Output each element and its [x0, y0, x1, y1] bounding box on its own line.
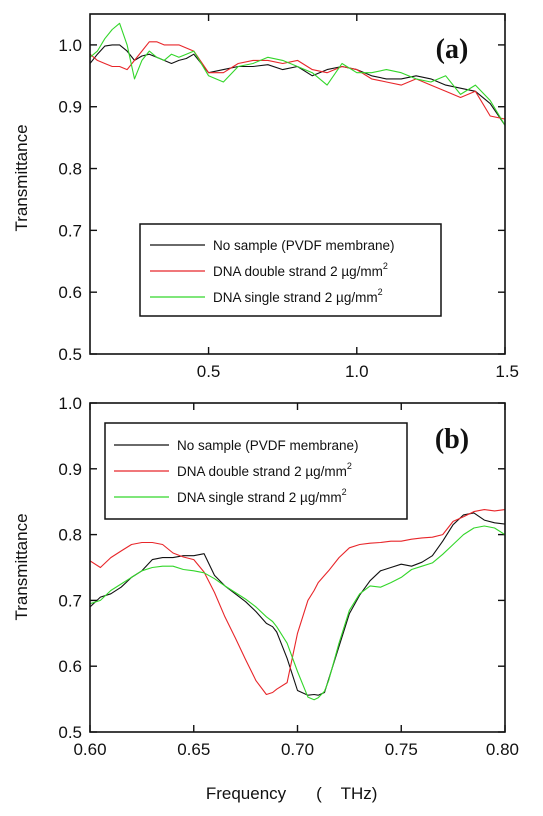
- x-axis-label-word: Frequency: [206, 784, 287, 803]
- panel-a-legend-box: [139, 223, 442, 317]
- x-tick-label: 0.65: [177, 740, 210, 759]
- panel-b-series: [90, 509, 505, 701]
- series-dna-single-strand-line: [90, 525, 505, 701]
- series-no-sample-line: [90, 512, 505, 696]
- panel-b: Transmittance 0.50.60.70.80.91.0 0.60 0.6…: [12, 394, 519, 759]
- panel-a: Transmittance 0.5 0.6 0.7 0.8 0.9 1.0 0.5 1.0 1…: [12, 13, 519, 381]
- panel-b-legend: No sample (PVDF membrane) DNA double stra…: [104, 422, 408, 520]
- legend-label-superscript: 2: [342, 487, 347, 497]
- panel-b-y-axis-label: Transmittance: [12, 513, 31, 620]
- panel-a-y-axis-label: Transmittance: [12, 124, 31, 231]
- panel-a-label: (a): [436, 34, 469, 65]
- y-tick-label: 0.6: [58, 657, 82, 676]
- y-tick-label: 0.9: [58, 460, 82, 479]
- x-axis-title: Frequency ( THz): [206, 784, 378, 803]
- legend-entry-no-sample: No sample (PVDF membrane): [114, 438, 359, 453]
- x-tick-label: 1.5: [495, 362, 519, 381]
- legend-label: No sample (PVDF membrane): [213, 238, 395, 253]
- y-tick-label: 0.8: [58, 160, 82, 179]
- panel-a-series: [90, 22, 505, 126]
- x-tick-label: 1.0: [345, 362, 369, 381]
- legend-label: No sample (PVDF membrane): [177, 438, 359, 453]
- legend-label: DNA single strand 2 µg/mm2: [213, 287, 383, 305]
- x-axis-label-paren: (: [316, 784, 322, 803]
- x-axis-label-unit: THz): [341, 784, 378, 803]
- x-tick-label: 0.80: [486, 740, 519, 759]
- panel-b-x-ticks: 0.60 0.65 0.70 0.75 0.80: [73, 403, 519, 759]
- legend-label-superscript: 2: [347, 461, 352, 471]
- y-tick-label: 0.9: [58, 98, 82, 117]
- x-tick-label: 0.60: [73, 740, 106, 759]
- legend-label: DNA double strand 2 µg/mm2: [177, 461, 352, 479]
- legend-entry-dna-single-strand: DNA single strand 2 µg/mm2: [150, 287, 383, 305]
- panel-b-label: (b): [435, 424, 469, 455]
- legend-label-superscript: 2: [378, 287, 383, 297]
- y-tick-label: 0.7: [58, 591, 82, 610]
- panel-b-axes-frame: [89, 402, 506, 733]
- y-tick-label: 0.7: [58, 221, 82, 240]
- legend-label: DNA single strand 2 µg/mm2: [177, 487, 347, 505]
- x-tick-label: 0.5: [197, 362, 221, 381]
- panel-b-y-ticks: 0.5 0.6 0.7 0.8 0.9 1.0: [58, 394, 505, 742]
- legend-entry-dna-single-strand: DNA single strand 2 µg/mm2: [114, 487, 347, 505]
- legend-entry-dna-double-strand: DNA double strand 2 µg/mm2: [150, 261, 388, 279]
- x-tick-label: 0.75: [385, 740, 418, 759]
- panel-a-legend: No sample (PVDF membrane) DNA double stra…: [139, 223, 442, 317]
- y-tick-label: 1.0: [58, 394, 82, 413]
- legend-label-superscript: 2: [383, 261, 388, 271]
- y-tick-label: 0.5: [58, 345, 82, 364]
- panel-a-x-ticks: 0.5 1.0 1.5: [197, 14, 519, 381]
- y-tick-label: 0.5: [58, 723, 82, 742]
- series-no-sample-line: [90, 44, 505, 126]
- panel-a-y-ticks: 0.5 0.6 0.7 0.8 0.9 1.0: [58, 36, 505, 364]
- legend-label: DNA double strand 2 µg/mm2: [213, 261, 388, 279]
- y-tick-label: 1.0: [58, 36, 82, 55]
- panel-a-axes-frame: [89, 13, 506, 355]
- series-dna-double-strand-line: [90, 509, 505, 696]
- legend-entry-dna-double-strand: DNA double strand 2 µg/mm2: [114, 461, 352, 479]
- y-tick-label: 0.8: [58, 526, 82, 545]
- series-dna-single-strand-line: [90, 22, 505, 126]
- x-tick-label: 0.70: [281, 740, 314, 759]
- legend-entry-no-sample: No sample (PVDF membrane): [150, 238, 395, 253]
- y-tick-label: 0.6: [58, 283, 82, 302]
